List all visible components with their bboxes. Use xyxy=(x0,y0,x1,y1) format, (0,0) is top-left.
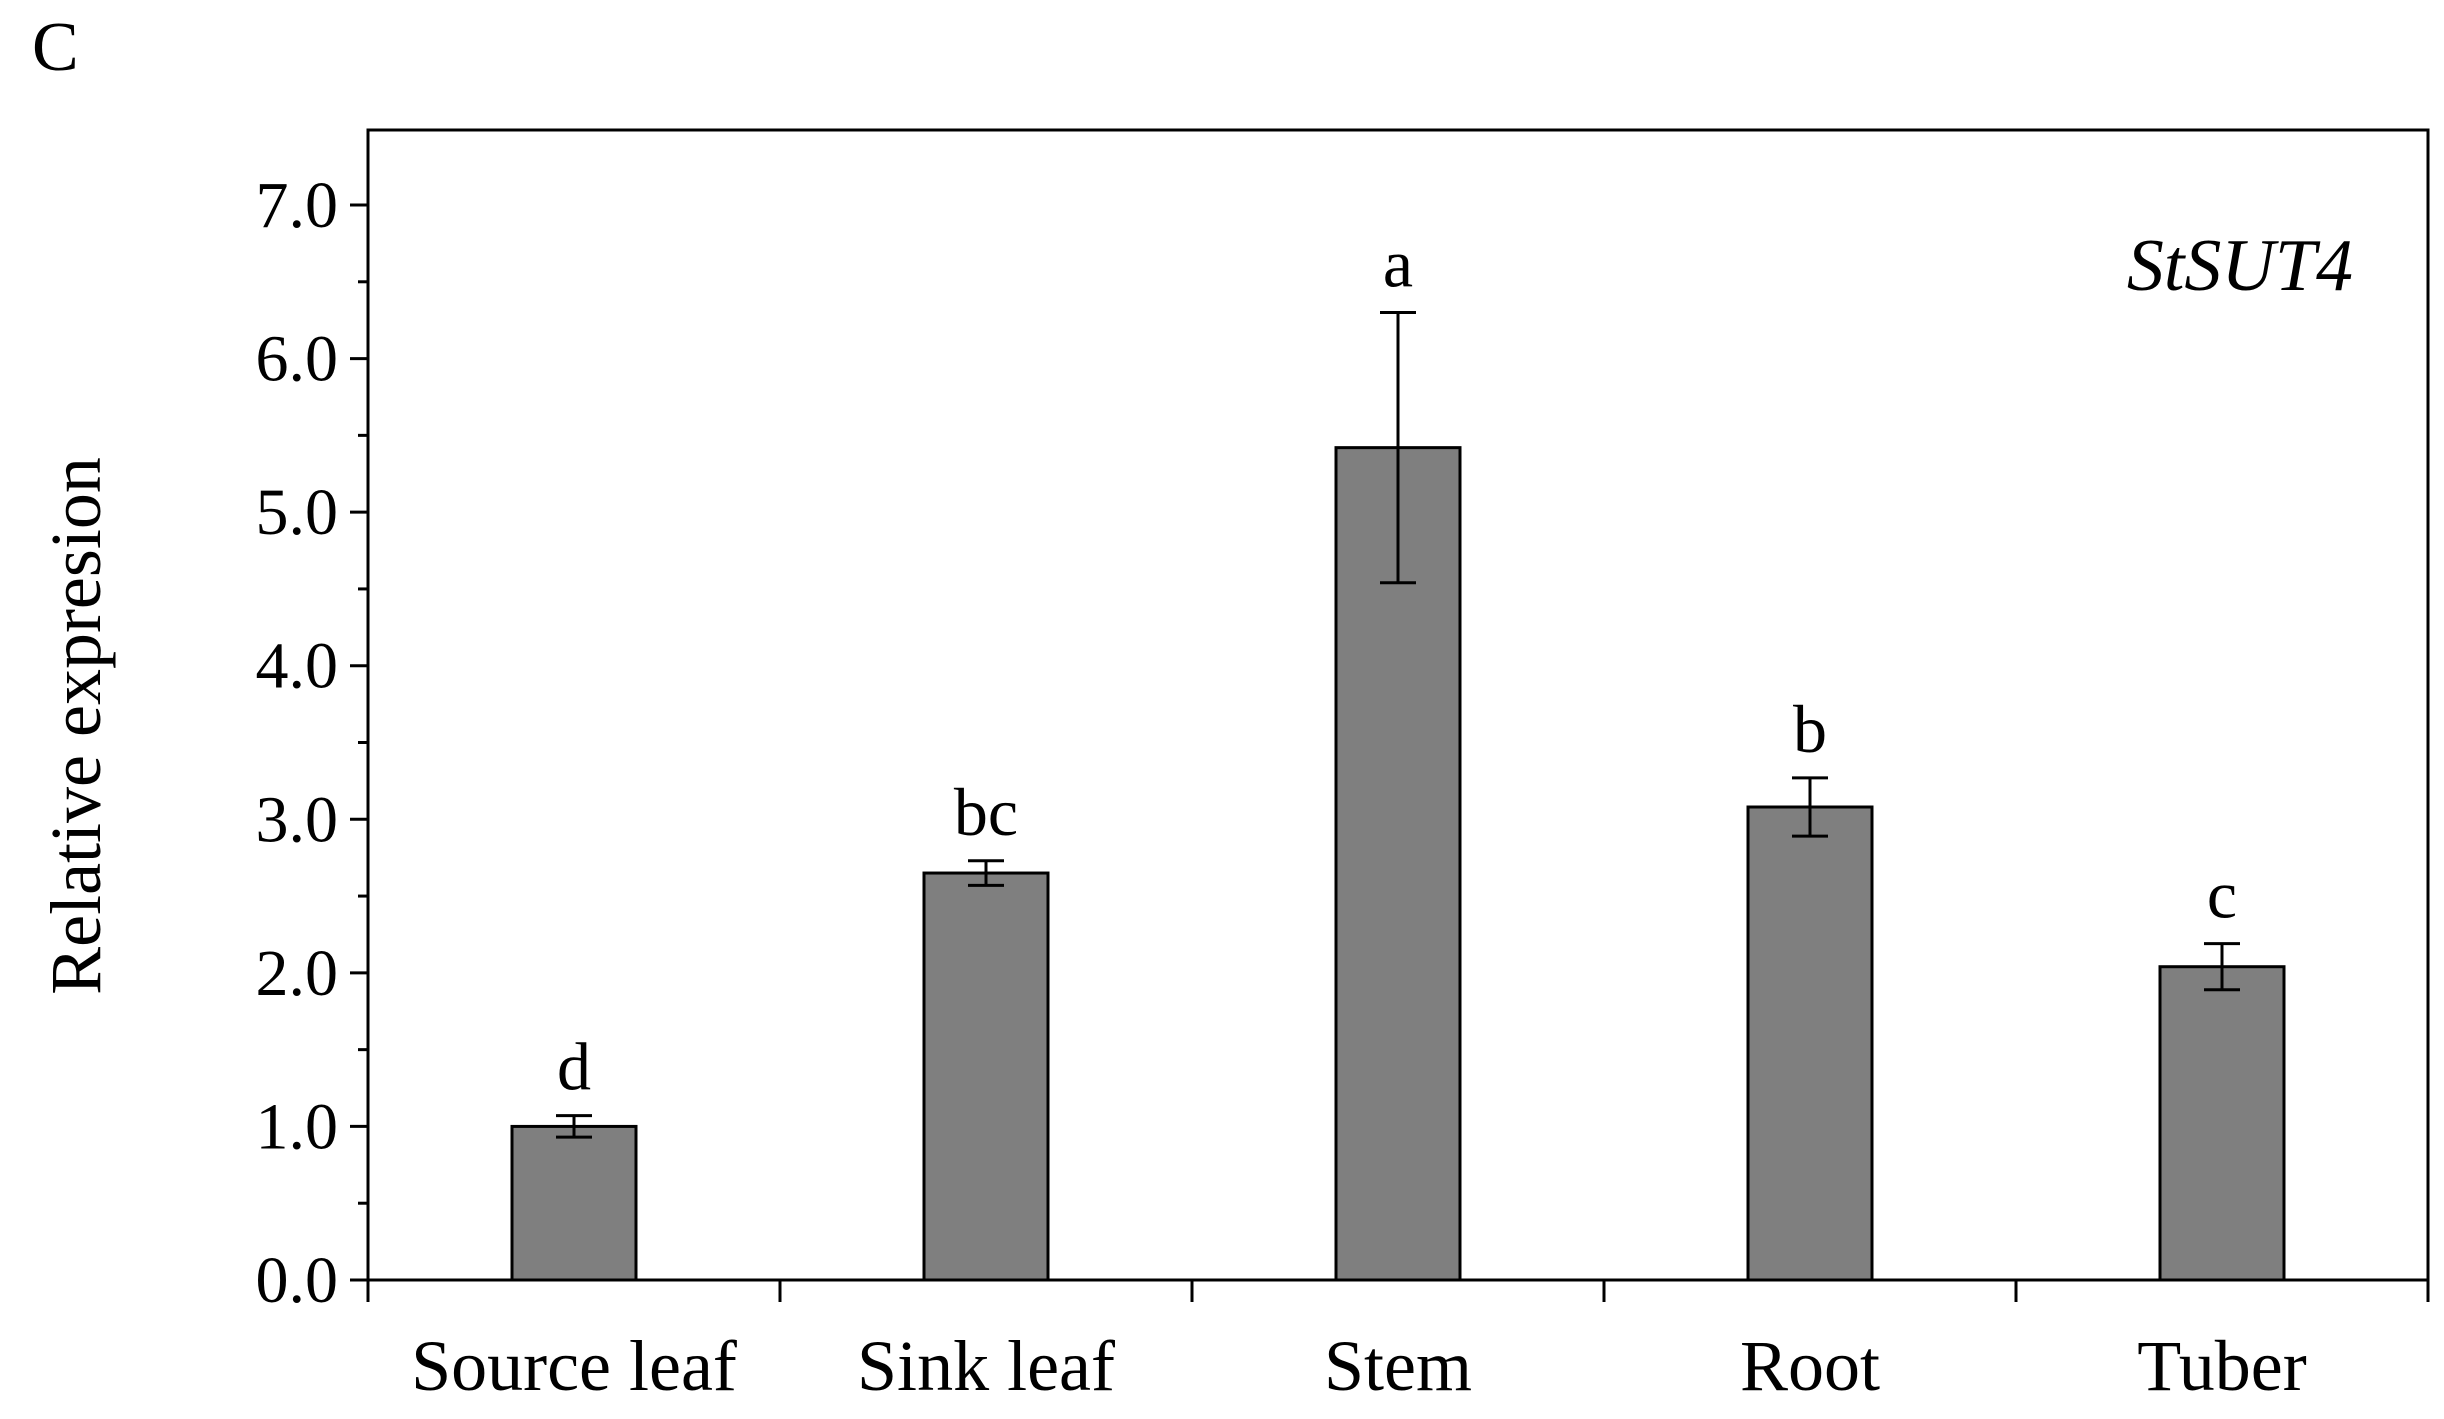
bar xyxy=(1746,805,1874,1282)
y-axis: 0.0 1.0 2.0 3.0 4.0 5.0 6.0 7.0 xyxy=(256,169,368,1317)
gene-annotation: StSUT4 xyxy=(2127,225,2353,307)
x-axis xyxy=(366,1280,2430,1302)
significance-label: d xyxy=(557,1029,591,1105)
significance-label: c xyxy=(2207,857,2237,933)
y-tick-label: 1.0 xyxy=(256,1090,339,1163)
y-axis-title: Relative expresion xyxy=(36,457,116,995)
category-label: Stem xyxy=(1324,1326,1472,1406)
bar xyxy=(922,871,1050,1282)
bar xyxy=(2158,965,2286,1282)
y-tick-label: 0.0 xyxy=(256,1244,339,1317)
category-labels: Source leaf Sink leaf Stem Root Tuber xyxy=(411,1326,2307,1406)
y-tick-label: 2.0 xyxy=(256,937,339,1010)
error-bars xyxy=(556,311,2240,1139)
bar xyxy=(510,1124,638,1282)
significance-label: b xyxy=(1793,691,1827,767)
category-label: Source leaf xyxy=(411,1326,737,1406)
y-tick-label: 3.0 xyxy=(256,783,339,856)
category-label: Root xyxy=(1740,1326,1880,1406)
category-label: Sink leaf xyxy=(857,1326,1115,1406)
bars xyxy=(510,446,2286,1282)
panel-label: C xyxy=(32,9,79,86)
bar xyxy=(1334,446,1462,1282)
y-tick-label: 4.0 xyxy=(256,630,339,703)
category-label: Tuber xyxy=(2137,1326,2306,1406)
y-tick-label: 6.0 xyxy=(256,323,339,396)
significance-label: a xyxy=(1383,226,1413,302)
y-tick-label: 5.0 xyxy=(256,476,339,549)
significance-label: bc xyxy=(954,774,1018,850)
y-tick-label: 7.0 xyxy=(256,169,339,242)
